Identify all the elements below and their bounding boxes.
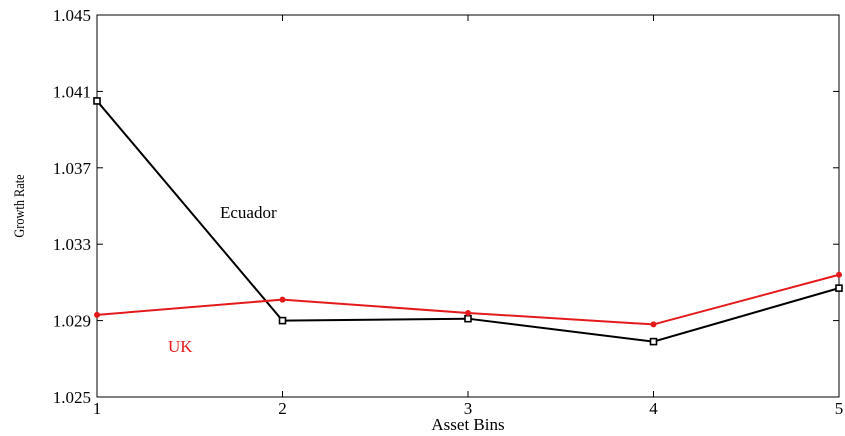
series-label-ecuador: Ecuador (220, 203, 277, 222)
x-tick-label: 1 (93, 399, 102, 418)
y-tick-label: 1.037 (53, 159, 92, 178)
x-tick-label: 4 (649, 399, 658, 418)
y-tick-label: 1.045 (53, 6, 91, 25)
data-point-ecuador (464, 314, 472, 323)
data-point-ecuador (278, 316, 287, 325)
x-axis-label: Asset Bins (431, 415, 504, 434)
x-tick-label: 2 (278, 399, 287, 418)
y-tick-label: 1.029 (53, 312, 91, 331)
y-axis-ticks: 1.025 1.029 1.033 1.037 1.041 1.045 (53, 6, 839, 407)
data-point-ecuador (649, 337, 658, 346)
y-axis-label: Growth Rate (11, 174, 27, 237)
x-tick-label: 3 (464, 399, 473, 418)
y-tick-label: 1.025 (53, 388, 91, 407)
data-point-uk (94, 311, 100, 318)
data-point-uk (650, 321, 657, 328)
data-point-uk (465, 309, 471, 316)
series-layer (93, 97, 843, 346)
plot-frame (96, 14, 840, 398)
y-tick-label: 1.041 (53, 82, 91, 101)
y-tick-label: 1.033 (53, 235, 91, 254)
data-point-uk (279, 296, 286, 303)
series-label-uk: UK (168, 337, 193, 356)
data-point-uk (836, 271, 842, 278)
x-axis-ticks: 1 2 3 4 5 (93, 15, 844, 418)
data-point-ecuador (835, 284, 843, 292)
x-tick-label: 5 (835, 399, 844, 418)
data-point-ecuador (93, 97, 101, 105)
